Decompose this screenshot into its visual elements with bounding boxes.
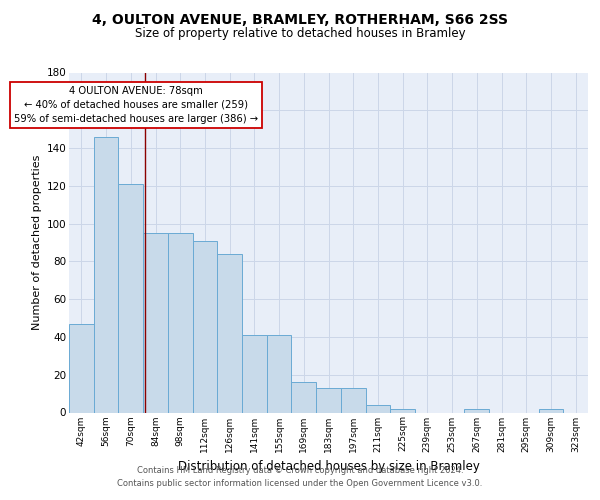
Bar	[118, 184, 143, 412]
X-axis label: Distribution of detached houses by size in Bramley: Distribution of detached houses by size …	[178, 460, 479, 473]
Text: 4, OULTON AVENUE, BRAMLEY, ROTHERHAM, S66 2SS: 4, OULTON AVENUE, BRAMLEY, ROTHERHAM, S6…	[92, 12, 508, 26]
Bar	[292, 382, 316, 412]
Bar	[217, 254, 242, 412]
Bar	[69, 324, 94, 412]
Bar	[390, 408, 415, 412]
Text: Contains HM Land Registry data © Crown copyright and database right 2024.
Contai: Contains HM Land Registry data © Crown c…	[118, 466, 482, 487]
Y-axis label: Number of detached properties: Number of detached properties	[32, 155, 43, 330]
Bar	[242, 335, 267, 412]
Bar	[143, 233, 168, 412]
Bar	[267, 335, 292, 412]
Bar	[365, 405, 390, 412]
Text: Size of property relative to detached houses in Bramley: Size of property relative to detached ho…	[134, 28, 466, 40]
Bar	[168, 233, 193, 412]
Bar	[94, 136, 118, 412]
Text: 4 OULTON AVENUE: 78sqm
← 40% of detached houses are smaller (259)
59% of semi-de: 4 OULTON AVENUE: 78sqm ← 40% of detached…	[14, 86, 258, 124]
Bar	[464, 408, 489, 412]
Bar	[193, 240, 217, 412]
Bar	[316, 388, 341, 412]
Bar	[539, 408, 563, 412]
Bar	[341, 388, 365, 412]
